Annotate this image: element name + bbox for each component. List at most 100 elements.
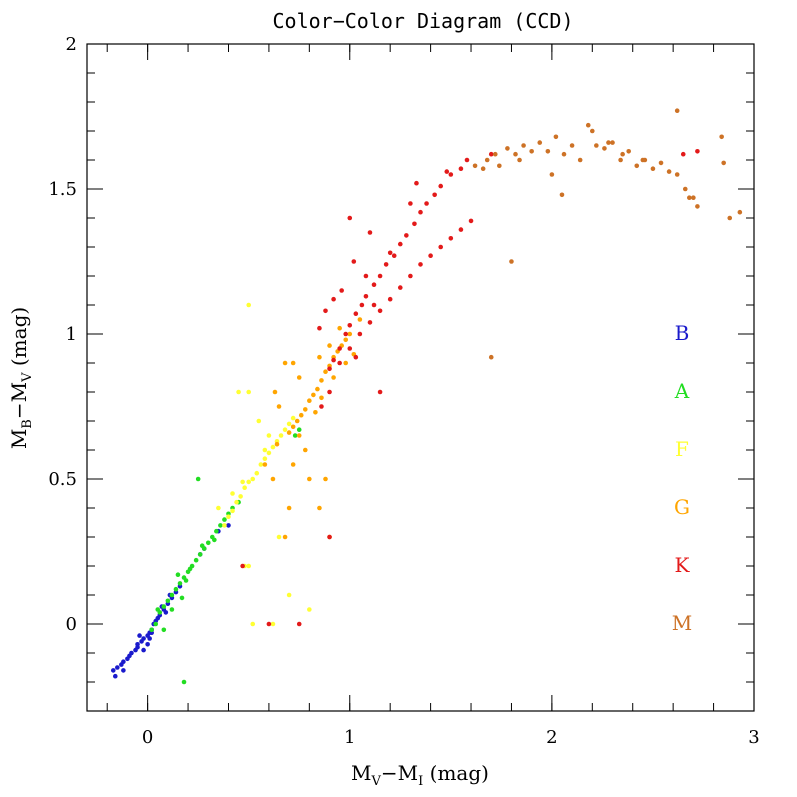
data-point-f <box>266 433 272 438</box>
data-point-m <box>687 195 692 200</box>
data-point-f <box>286 421 292 427</box>
data-point-g <box>307 398 312 404</box>
data-point-k <box>327 534 332 540</box>
data-point-f <box>276 534 282 540</box>
data-point-b <box>115 665 120 670</box>
data-point-k <box>488 151 494 157</box>
data-point-m <box>727 215 733 221</box>
axis-tick-labels: 0 1 2 3 0 0.5 1 1.5 2 <box>48 34 759 748</box>
data-point-m <box>505 146 510 151</box>
data-point-k <box>444 169 450 174</box>
data-point-m <box>610 140 615 145</box>
chart-title: Color−Color Diagram (CCD) <box>272 9 573 33</box>
data-point-b <box>145 642 150 647</box>
data-point-m <box>737 209 743 215</box>
data-point-m <box>480 166 486 171</box>
x-axis-label-sub2: I <box>418 774 423 789</box>
x-tick-label: 1 <box>344 727 355 748</box>
data-point-k <box>418 262 423 267</box>
data-point-a <box>222 517 227 522</box>
data-point-k <box>351 259 357 264</box>
data-point-k <box>327 366 332 372</box>
data-point-k <box>327 389 332 395</box>
data-point-k <box>468 218 474 224</box>
y-tick-label: 0 <box>66 614 77 635</box>
data-point-m <box>529 149 534 154</box>
x-axis-label-sub1: V <box>371 774 382 789</box>
data-point-f <box>262 447 268 453</box>
data-point-a <box>212 537 217 543</box>
data-point-m <box>472 163 478 169</box>
data-point-k <box>438 183 444 189</box>
x-tick-label: 2 <box>546 727 557 748</box>
data-point-m <box>650 166 656 171</box>
data-point-a <box>179 595 185 601</box>
data-point-m <box>634 163 640 169</box>
legend-label-m: M <box>672 611 692 635</box>
data-point-g <box>357 317 363 322</box>
data-point-k <box>347 323 353 328</box>
data-point-f <box>226 514 231 519</box>
data-point-f <box>246 302 251 308</box>
axis-ticks <box>87 43 755 712</box>
data-point-b <box>112 673 118 679</box>
data-point-k <box>319 404 324 409</box>
data-point-f <box>282 427 288 433</box>
legend-label-a: A <box>674 379 690 403</box>
data-point-f <box>256 418 262 424</box>
data-point-k <box>343 331 349 337</box>
data-point-k <box>377 389 383 395</box>
data-point-f <box>262 456 268 462</box>
plot-frame <box>86 43 755 712</box>
data-point-g <box>290 462 296 467</box>
data-point-k <box>367 320 373 325</box>
data-point-m <box>674 172 680 177</box>
data-point-g <box>327 343 332 348</box>
data-point-a <box>183 578 189 583</box>
data-point-m <box>521 143 526 148</box>
data-point-g <box>307 476 312 482</box>
data-point-f <box>246 479 251 485</box>
legend: B A F G K M <box>672 321 692 635</box>
data-point-k <box>448 236 454 241</box>
data-point-k <box>331 357 336 363</box>
data-point-b <box>121 668 126 673</box>
data-point-m <box>537 140 543 145</box>
data-point-k <box>339 288 344 293</box>
data-point-f <box>246 563 251 569</box>
data-point-b <box>141 647 146 653</box>
data-point-f <box>254 470 260 476</box>
data-point-f <box>246 389 251 395</box>
y-tick-label: 2 <box>66 34 77 55</box>
data-point-a <box>218 523 223 528</box>
data-point-m <box>488 354 494 360</box>
data-point-k <box>387 250 393 256</box>
x-tick-label: 3 <box>748 727 759 748</box>
data-point-b <box>121 659 126 664</box>
data-point-m <box>577 157 583 163</box>
data-point-m <box>553 134 559 140</box>
x-axis-label-tail: (mag) <box>423 761 489 785</box>
data-point-a <box>193 557 199 563</box>
data-point-k <box>404 233 409 238</box>
data-point-m <box>721 160 726 166</box>
data-point-m <box>691 195 696 200</box>
data-point-a <box>197 552 203 557</box>
data-point-f <box>250 476 256 482</box>
data-point-m <box>559 192 565 198</box>
data-point-a <box>153 621 159 627</box>
y-axis-label-tail: (mag) <box>7 307 31 373</box>
data-point-g <box>313 410 318 415</box>
data-point-m <box>719 134 724 140</box>
data-point-b <box>141 636 146 641</box>
data-point-g <box>347 331 353 337</box>
data-point-k <box>458 166 464 171</box>
data-point-k <box>414 180 419 186</box>
data-point-f <box>278 433 284 438</box>
data-point-m <box>674 108 680 113</box>
data-point-g <box>286 430 292 435</box>
data-point-g <box>286 505 292 511</box>
data-point-b <box>163 610 169 615</box>
data-point-m <box>620 151 625 157</box>
data-point-m <box>594 143 599 148</box>
